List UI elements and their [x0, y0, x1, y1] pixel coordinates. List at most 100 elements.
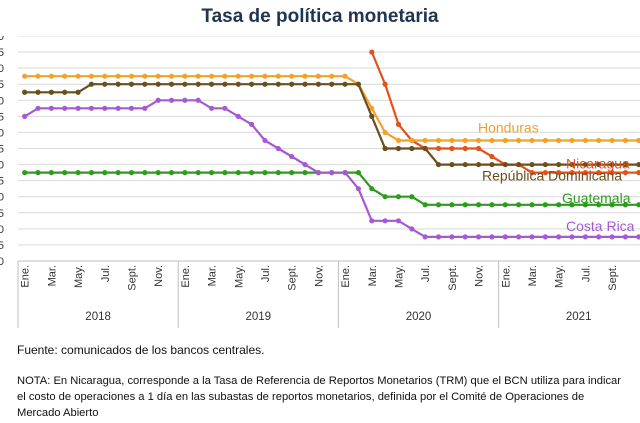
data-point: [168, 73, 175, 79]
series-label: República Dominicana: [482, 168, 622, 184]
data-point: [262, 81, 268, 87]
data-point: [622, 170, 629, 176]
data-point: [636, 202, 640, 208]
year-label: 2021: [566, 311, 592, 323]
data-point: [622, 137, 629, 144]
data-point: [195, 73, 201, 79]
data-point: [48, 89, 54, 95]
data-point: [168, 97, 175, 103]
y-tick-label: 4,0: [0, 127, 4, 139]
data-point: [222, 170, 228, 176]
year-label: 2019: [246, 311, 272, 323]
data-point: [168, 170, 175, 176]
data-point: [249, 81, 255, 87]
data-point: [569, 170, 575, 176]
data-point: [422, 234, 428, 240]
data-point: [516, 137, 522, 144]
y-tick-label: 4,5: [0, 111, 4, 123]
data-point: [475, 137, 482, 144]
data-point: [115, 105, 121, 111]
data-point: [369, 105, 375, 111]
data-point: [596, 202, 602, 208]
series-line: [24, 83, 640, 166]
data-point: [62, 170, 68, 176]
data-point: [622, 234, 629, 240]
data-point: [462, 145, 468, 152]
x-axis: Ene. Mar. May. Jul. Sept. Nov. 2018 Ene. Mar. May…: [17, 260, 640, 328]
data-point: [462, 137, 468, 144]
data-point: [609, 170, 615, 176]
data-point: [262, 170, 268, 176]
data-point: [596, 161, 602, 168]
data-point: [289, 170, 295, 176]
data-point: [182, 81, 188, 87]
data-point: [115, 73, 121, 79]
data-point: [275, 81, 281, 87]
data-point: [382, 218, 388, 224]
data-point: [489, 153, 495, 160]
data-point: [102, 105, 108, 111]
data-point: [556, 202, 562, 208]
data-point: [302, 161, 308, 168]
data-point: [128, 73, 135, 79]
data-point: [422, 137, 428, 144]
data-point: [262, 73, 268, 79]
data-point: [355, 81, 362, 87]
x-tick-label: Jul.: [420, 265, 432, 282]
data-point: [569, 137, 575, 144]
data-point: [235, 113, 241, 119]
data-point: [222, 81, 228, 87]
data-point: [556, 234, 562, 240]
x-tick-label: Sept.: [126, 265, 138, 291]
data-point: [569, 234, 575, 240]
data-point: [462, 234, 468, 240]
data-point: [262, 137, 268, 144]
data-point: [636, 234, 640, 240]
data-point: [435, 145, 442, 152]
data-point: [622, 202, 629, 208]
y-tick-label: 1,5: [0, 208, 4, 220]
data-point: [48, 73, 54, 79]
data-point: [48, 105, 54, 111]
series-label: Guatemala: [562, 190, 631, 206]
data-point: [329, 170, 335, 176]
data-point: [289, 153, 295, 160]
data-point: [636, 137, 640, 144]
data-point: [235, 73, 241, 79]
data-point: [302, 81, 308, 87]
data-point: [275, 170, 281, 176]
data-point: [342, 170, 348, 176]
data-point: [195, 170, 201, 176]
data-point: [168, 81, 175, 87]
data-point: [128, 105, 135, 111]
data-point: [435, 137, 442, 144]
data-point: [369, 186, 375, 192]
data-point: [208, 81, 215, 87]
data-point: [582, 137, 588, 144]
data-point: [475, 161, 482, 168]
data-point: [622, 161, 629, 168]
data-point: [329, 73, 335, 79]
data-point: [582, 161, 588, 168]
data-point: [502, 137, 508, 144]
data-point: [195, 81, 201, 87]
x-tick-label: Ene.: [340, 265, 352, 288]
x-tick-label: Ene.: [180, 265, 192, 288]
y-tick-label: 7,0: [0, 36, 4, 43]
data-point: [142, 105, 148, 111]
data-point: [382, 145, 388, 152]
data-point: [249, 170, 255, 176]
data-point: [155, 81, 161, 87]
x-tick-label: Jul.: [580, 265, 592, 282]
data-point: [342, 81, 348, 87]
data-point: [475, 234, 482, 240]
data-point: [102, 81, 108, 87]
data-point: [22, 89, 28, 95]
x-tick-label: Ene.: [500, 265, 512, 288]
data-point: [369, 113, 375, 119]
y-tick-label: 3,0: [0, 160, 4, 172]
x-tick-label: Ene.: [20, 265, 32, 288]
x-tick-label: May.: [73, 265, 85, 288]
data-point: [395, 137, 402, 144]
x-tick-label: Nov.: [153, 265, 165, 287]
